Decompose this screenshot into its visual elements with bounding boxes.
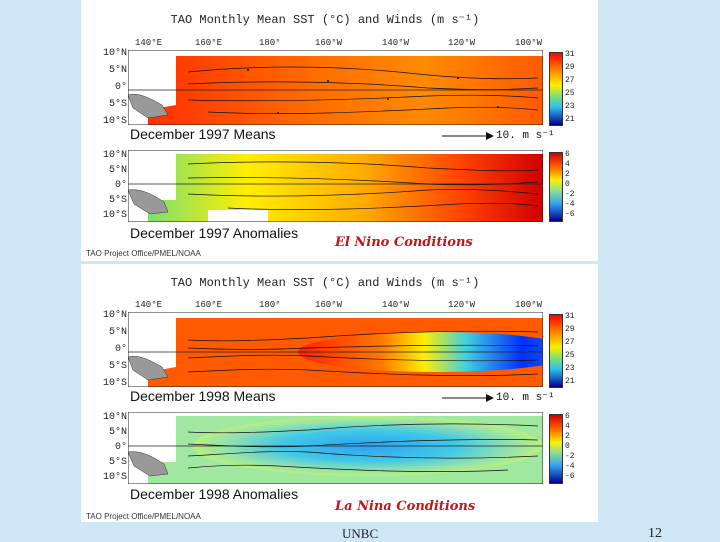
anomaly-colorbar-labels-1997: 6 4 2 0 -2 -4 -6	[565, 150, 595, 222]
colorbar-label: -4	[565, 462, 575, 471]
lat-label: 5°S	[108, 195, 127, 206]
lat-label: 5°N	[108, 327, 127, 338]
reference-vector-label: 10. m s⁻¹	[496, 130, 555, 142]
lon-label: 180°	[259, 38, 281, 48]
reference-vector-label: 10. m s⁻¹	[496, 392, 555, 404]
lon-label: 100°W	[515, 300, 543, 310]
colorbar-label: 31	[565, 50, 575, 59]
lon-label: 140°W	[382, 38, 410, 48]
lon-label: 120°W	[448, 38, 476, 48]
lon-label: 160°W	[315, 38, 343, 48]
lon-label: 140°W	[382, 300, 410, 310]
colorbar-label: 31	[565, 312, 575, 321]
lon-label: 180°	[259, 300, 281, 310]
colorbar-label: 25	[565, 351, 575, 360]
colorbar-label: -6	[565, 472, 575, 481]
lat-label: 10°S	[102, 378, 127, 389]
anomaly-colorbar-labels-1998: 6 4 2 0 -2 -4 -6	[565, 412, 595, 484]
anomaly-map-1997	[128, 150, 543, 222]
colorbar-label: 4	[565, 422, 570, 431]
lat-label: 10°S	[102, 472, 127, 483]
panel-2-anomaly-lat-labels: 10°N 5°N 0° 5°S 10°S	[89, 412, 127, 483]
lat-label: 10°S	[102, 116, 127, 127]
colorbar-label: 2	[565, 170, 570, 179]
colorbar-label: 6	[565, 150, 570, 159]
credit-line-1997: TAO Project Office/PMEL/NOAA	[86, 249, 201, 258]
condition-label-la-nina: La Nina Conditions	[335, 499, 476, 514]
colorbar-label: 4	[565, 160, 570, 169]
lon-label: 160°E	[195, 300, 223, 310]
lat-label: 5°S	[108, 361, 127, 372]
colorbar-label: 0	[565, 180, 570, 189]
lon-label: 140°E	[135, 38, 163, 48]
reference-vector-arrow	[442, 132, 494, 140]
credit-line-1998: TAO Project Office/PMEL/NOAA	[86, 512, 201, 521]
lat-label: 10°N	[102, 310, 127, 321]
lat-label: 0°	[114, 180, 127, 191]
colorbar-label: 29	[565, 325, 575, 334]
colorbar-label: 2	[565, 432, 570, 441]
colorbar-label: 23	[565, 364, 575, 373]
lat-label: 0°	[114, 442, 127, 453]
lon-label: 140°E	[135, 300, 163, 310]
panel-2-title: TAO Monthly Mean SST (°C) and Winds (m s…	[170, 276, 480, 290]
sst-colorbar-1997	[549, 52, 563, 126]
anomaly-colorbar-1998	[549, 414, 563, 484]
means-caption-1998: December 1998 Means	[130, 388, 276, 404]
colorbar-label: 0	[565, 442, 570, 451]
sst-colorbar-labels-1998: 31 29 27 25 23 21	[565, 312, 595, 388]
lat-label: 5°N	[108, 65, 127, 76]
colorbar-label: -2	[565, 190, 575, 199]
lat-label: 5°S	[108, 457, 127, 468]
colorbar-label: 27	[565, 338, 575, 347]
lat-label: 5°S	[108, 99, 127, 110]
lon-label: 120°W	[448, 300, 476, 310]
anomaly-map-1998	[128, 412, 543, 484]
lat-label: 10°N	[102, 412, 127, 423]
footer-label: UNBC	[342, 526, 379, 541]
lat-label: 5°N	[108, 427, 127, 438]
colorbar-label: 21	[565, 377, 575, 386]
colorbar-label: 21	[565, 115, 575, 124]
lon-label: 100°W	[515, 38, 543, 48]
colorbar-label: -6	[565, 210, 575, 219]
lat-label: 10°N	[102, 150, 127, 161]
lat-label: 5°N	[108, 165, 127, 176]
panel-1-title: TAO Monthly Mean SST (°C) and Winds (m s…	[170, 13, 480, 27]
panel-2-lat-labels: 10°N 5°N 0° 5°S 10°S	[89, 310, 127, 392]
lat-label: 0°	[114, 82, 127, 93]
panel-1-anomaly-lat-labels: 10°N 5°N 0° 5°S 10°S	[89, 150, 127, 221]
anomaly-caption-1998: December 1998 Anomalies	[130, 486, 299, 502]
colorbar-label: 25	[565, 89, 575, 98]
lat-label: 0°	[114, 344, 127, 355]
page-number: 12	[648, 526, 662, 541]
colorbar-label: -4	[565, 200, 575, 209]
panel-1-lon-labels: 140°E 160°E 180° 160°W 140°W 120°W 100°W	[135, 38, 555, 50]
colorbar-label: 6	[565, 412, 570, 421]
sst-colorbar-labels-1997: 31 29 27 25 23 21	[565, 50, 595, 126]
colorbar-label: 29	[565, 63, 575, 72]
condition-label-el-nino: El Nino Conditions	[335, 235, 473, 250]
figure-divider	[81, 261, 598, 264]
colorbar-label: -2	[565, 452, 575, 461]
colorbar-label: 27	[565, 76, 575, 85]
panel-2-lon-labels: 140°E 160°E 180° 160°W 140°W 120°W 100°W	[135, 300, 555, 312]
reference-vector-arrow	[442, 394, 494, 402]
colorbar-label: 23	[565, 102, 575, 111]
lon-label: 160°W	[315, 300, 343, 310]
means-caption-1997: December 1997 Means	[130, 126, 276, 142]
lon-label: 160°E	[195, 38, 223, 48]
panel-1-lat-labels: 10°N 5°N 0° 5°S 10°S	[89, 48, 127, 130]
sst-map-1998	[128, 312, 543, 387]
sst-map-1997	[128, 50, 543, 125]
anomaly-colorbar-1997	[549, 152, 563, 222]
sst-colorbar-1998	[549, 314, 563, 388]
lat-label: 10°N	[102, 48, 127, 59]
anomaly-caption-1997: December 1997 Anomalies	[130, 225, 299, 241]
lat-label: 10°S	[102, 210, 127, 221]
